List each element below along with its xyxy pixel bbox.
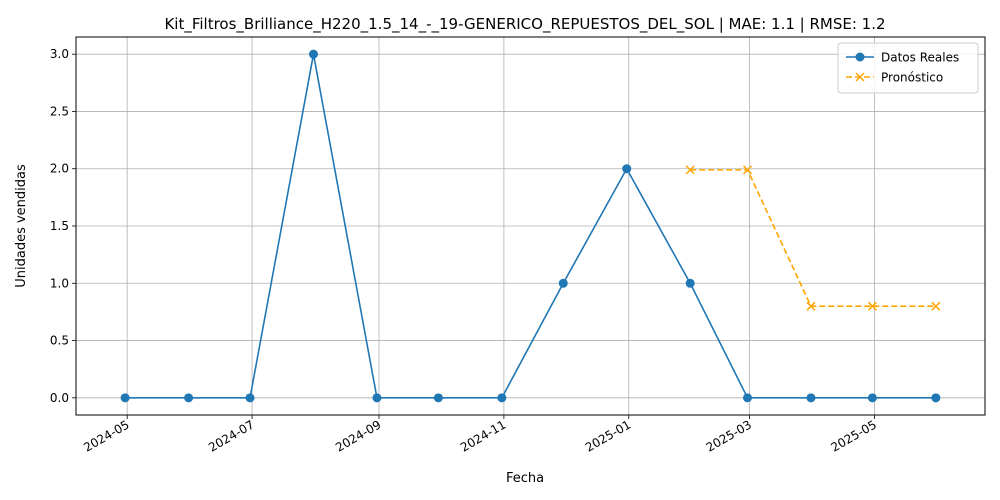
series-datos-reales: [120, 49, 941, 403]
y-tick-label: 3.0: [50, 47, 69, 61]
data-point: [855, 52, 865, 62]
series-layer: [120, 49, 941, 403]
legend-item: Pronóstico: [846, 71, 943, 85]
y-tick-label: 2.5: [50, 104, 69, 118]
data-point: [120, 393, 130, 403]
data-point: [372, 393, 382, 403]
x-axis-label: Fecha: [506, 471, 544, 486]
data-point: [806, 301, 816, 311]
data-point: [743, 393, 753, 403]
x-tick-label: 2024-09: [333, 417, 383, 454]
data-point: [685, 165, 695, 175]
x-tick-label: 2024-07: [206, 417, 256, 454]
data-point: [308, 49, 318, 59]
data-point: [497, 393, 507, 403]
chart-title: Kit_Filtros_Brilliance_H220_1.5_14_-_19-…: [164, 15, 885, 34]
data-point: [245, 393, 255, 403]
data-point: [433, 393, 443, 403]
series-pronostico: [685, 165, 941, 311]
x-tick-label: 2025-01: [583, 417, 633, 454]
data-point: [867, 301, 877, 311]
data-point: [855, 72, 865, 82]
legend: Datos Reales Pronóstico: [837, 42, 979, 94]
series-line: [690, 169, 936, 307]
data-point: [184, 393, 194, 403]
legend-item: Datos Reales: [846, 51, 959, 65]
y-tick-label: 1.0: [50, 276, 69, 290]
grid-lines: [76, 37, 985, 415]
x-tick-label: 2024-11: [458, 417, 508, 454]
legend-box: [837, 42, 979, 94]
y-tick-label: 0.5: [50, 334, 69, 348]
legend-label: Pronóstico: [881, 71, 943, 85]
data-point: [558, 278, 568, 288]
y-axis: 0.0 0.5 1.0 1.5 2.0 2.5 3.0: [50, 47, 76, 405]
x-axis: 2024-05 2024-07 2024-09 2024-11 2025-01 2025-…: [81, 415, 879, 455]
data-point: [622, 164, 632, 174]
data-point: [685, 278, 695, 288]
y-tick-label: 1.5: [50, 219, 69, 233]
data-point: [931, 301, 941, 311]
data-point: [806, 393, 816, 403]
data-point: [931, 393, 941, 403]
data-point: [742, 165, 753, 175]
y-tick-label: 0.0: [50, 391, 69, 405]
y-axis-label: Unidades vendidas: [14, 164, 29, 288]
series-line: [125, 54, 936, 399]
y-tick-label: 2.0: [50, 162, 69, 176]
x-tick-label: 2025-05: [829, 417, 879, 454]
x-tick-label: 2025-03: [704, 417, 754, 454]
x-tick-label: 2024-05: [81, 417, 131, 454]
legend-label: Datos Reales: [881, 51, 959, 65]
data-point: [867, 393, 877, 403]
